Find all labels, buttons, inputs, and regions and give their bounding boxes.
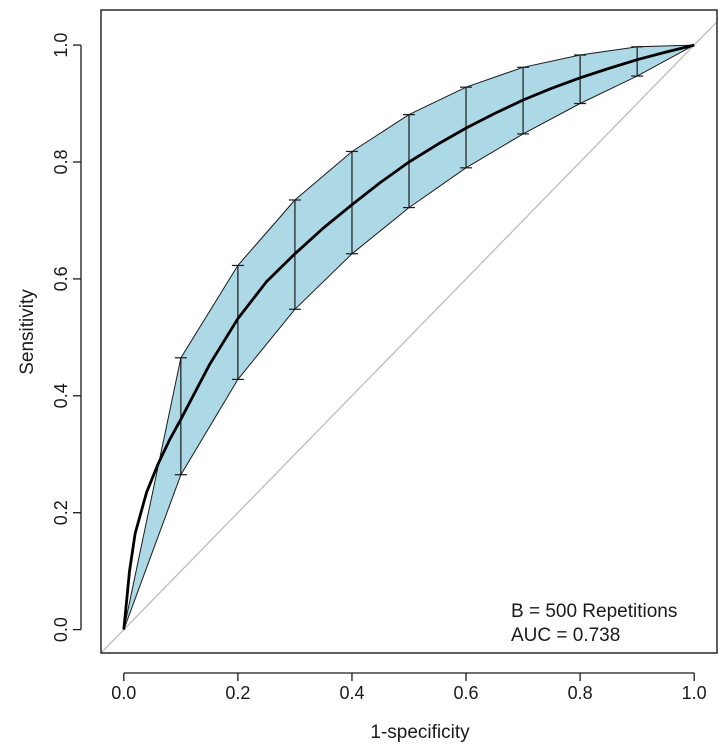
y-axis-label: Sensitivity: [17, 289, 38, 375]
plot-body: [101, 21, 717, 653]
y-axis: 0.0 0.2 0.4 0.6 0.8 1.0: [51, 33, 82, 642]
x-tick-label: 0.4: [339, 683, 364, 703]
x-tick-label: 0.6: [454, 683, 479, 703]
y-tick-label: 0.6: [51, 266, 71, 291]
error-bar: [231, 264, 244, 381]
error-bar: [631, 46, 644, 77]
y-tick-label: 0.2: [51, 500, 71, 525]
x-tick-label: 1.0: [682, 683, 707, 703]
x-tick-label: 0.8: [568, 683, 593, 703]
x-axis: 0.0 0.2 0.4 0.6 0.8 1.0: [111, 672, 707, 703]
y-tick-label: 0.4: [51, 383, 71, 408]
y-tick-label: 1.0: [51, 33, 71, 58]
annotation-auc: AUC = 0.738: [511, 625, 620, 646]
reference-diagonal-line: [101, 21, 717, 653]
annotation-repetitions: B = 500 Repetitions: [511, 601, 677, 622]
plot-frame: [100, 9, 718, 654]
roc-curve-line: [122, 43, 695, 630]
x-axis-label: 1-specificity: [370, 722, 470, 743]
x-tick-label: 0.2: [225, 683, 250, 703]
error-bar: [174, 357, 187, 476]
x-tick-label: 0.0: [111, 683, 136, 703]
y-tick-label: 0.0: [51, 617, 71, 642]
error-bar: [345, 150, 358, 255]
y-tick-label: 0.8: [51, 149, 71, 174]
